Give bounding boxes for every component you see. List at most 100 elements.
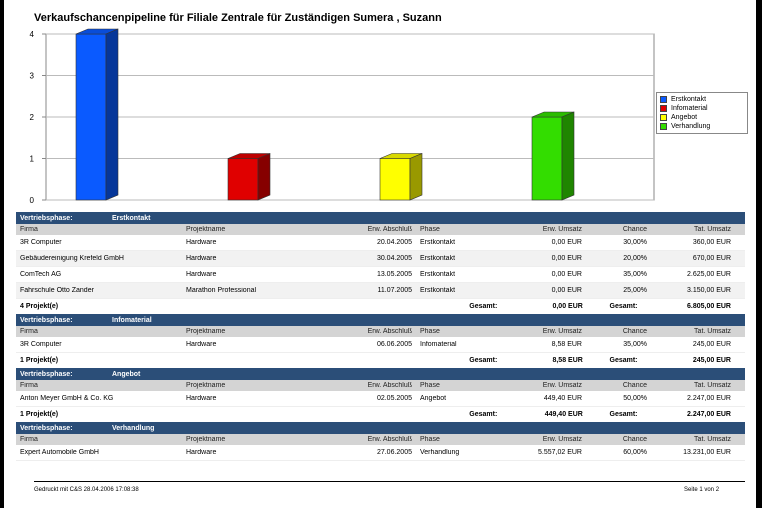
column-header: Tat. Umsatz — [694, 436, 731, 443]
section-phase: Angebot — [112, 370, 141, 378]
table-cell: Hardware — [186, 449, 217, 456]
table-row: Fahrschule Otto Zander Marathon Professio… — [16, 283, 745, 299]
legend-item: Verhandlung — [660, 122, 744, 131]
column-header: Chance — [622, 328, 647, 335]
report-title: Verkaufschancenpipeline für Filiale Zent… — [34, 12, 442, 24]
pipeline-bar-chart: 0 1 2 3 4 — [30, 28, 655, 205]
column-header: Erw. Umsatz — [542, 436, 582, 443]
legend-label: Infomaterial — [671, 105, 708, 112]
column-header: Phase — [420, 226, 440, 233]
chart-y-tick-label: 4 — [30, 30, 35, 39]
report-page: Verkaufschancenpipeline für Filiale Zent… — [4, 0, 756, 508]
table-cell: Hardware — [186, 239, 217, 246]
legend-item: Angebot — [660, 113, 744, 122]
table-cell: Hardware — [186, 271, 217, 278]
column-header: Phase — [420, 436, 440, 443]
table-cell: 2.247,00 EUR — [687, 395, 731, 402]
table-cell: Expert Automobile GmbH — [20, 449, 99, 456]
table-cell: 0,00 EUR — [551, 287, 582, 294]
table-cell: Hardware — [186, 341, 217, 348]
table-cell: 13.05.2005 — [376, 271, 412, 278]
project-count: 4 Projekt(e) — [20, 303, 59, 310]
total-expected-revenue: 8,58 EUR — [552, 357, 583, 364]
table-cell: 0,00 EUR — [551, 255, 582, 262]
table-cell: 30,00% — [623, 239, 647, 246]
column-header: Tat. Umsatz — [694, 328, 731, 335]
table-cell: Erstkontakt — [420, 271, 456, 278]
table-cell: Anton Meyer GmbH & Co. KG — [20, 395, 114, 402]
column-header: Chance — [622, 436, 647, 443]
table-cell: 3R Computer — [20, 341, 62, 348]
table-cell: 5.557,02 EUR — [538, 449, 582, 456]
project-count: 1 Projekt(e) — [20, 357, 59, 364]
table-cell: 8,58 EUR — [551, 341, 582, 348]
column-header: Phase — [420, 382, 440, 389]
column-header: Firma — [20, 328, 38, 335]
total-actual-revenue: 6.805,00 EUR — [687, 303, 731, 310]
legend-label: Angebot — [671, 114, 698, 121]
table-cell: ComTech AG — [20, 271, 62, 278]
section-summary-row: 4 Projekt(e) Gesamt: 0,00 EUR Gesamt: 6.805,… — [16, 299, 745, 314]
column-header-row: Firma Projektname Erw. Abschluß Phase Erw. U… — [16, 224, 745, 235]
column-header: Erw. Abschluß — [367, 226, 412, 233]
total-actual-revenue: 2.247,00 EUR — [687, 411, 731, 418]
table-row: Gebäudereinigung Krefeld GmbH Hardware 30.… — [16, 251, 745, 267]
table-cell: Infomaterial — [420, 341, 457, 348]
table-row: 3R Computer Hardware 06.06.2005 Infomateria… — [16, 337, 745, 353]
table-cell: Hardware — [186, 395, 217, 402]
pipeline-table: Vertriebsphase: Erstkontakt Firma Projektna… — [16, 212, 745, 461]
total-label: Gesamt: — [469, 357, 498, 364]
total-label: Gesamt: — [469, 411, 498, 418]
chart-bar-infomaterial — [227, 158, 259, 201]
table-cell: Fahrschule Otto Zander — [20, 287, 94, 294]
table-cell: 13.231,00 EUR — [683, 449, 731, 456]
column-header: Tat. Umsatz — [694, 382, 731, 389]
table-cell: 60,00% — [623, 449, 647, 456]
chart-y-tick-label: 3 — [30, 72, 35, 81]
column-header: Chance — [622, 382, 647, 389]
table-cell: Erstkontakt — [420, 255, 456, 262]
column-header: Projektname — [186, 436, 226, 443]
table-cell: Verhandlung — [420, 449, 460, 456]
column-header: Erw. Umsatz — [542, 382, 582, 389]
table-cell: 11.07.2005 — [377, 287, 412, 294]
legend-item: Erstkontakt — [660, 95, 744, 104]
table-row: 3R Computer Hardware 20.04.2005 Erstkontakt… — [16, 235, 745, 251]
total-label: Gesamt: — [609, 357, 638, 364]
table-cell: 50,00% — [623, 395, 647, 402]
table-cell: 360,00 EUR — [692, 239, 731, 246]
section-phase: Erstkontakt — [112, 214, 151, 222]
table-cell: 35,00% — [623, 271, 647, 278]
section-header: Vertriebsphase: Angebot — [16, 368, 745, 380]
column-header: Projektname — [186, 226, 226, 233]
table-cell: Hardware — [186, 255, 217, 262]
table-cell: 3.150,00 EUR — [687, 287, 731, 294]
legend-swatch — [660, 96, 667, 103]
section-label: Vertriebsphase: — [20, 214, 73, 222]
chart-bar-erstkontakt — [75, 33, 107, 201]
section-phase: Infomaterial — [112, 316, 152, 324]
section-header: Vertriebsphase: Infomaterial — [16, 314, 745, 326]
column-header: Phase — [420, 328, 440, 335]
table-cell: 20.04.2005 — [376, 239, 412, 246]
column-header: Erw. Abschluß — [367, 328, 412, 335]
chart-y-tick-label: 1 — [30, 155, 35, 164]
table-cell: 06.06.2005 — [376, 341, 412, 348]
section-label: Vertriebsphase: — [20, 316, 73, 324]
table-cell: 3R Computer — [20, 239, 62, 246]
section-header: Vertriebsphase: Erstkontakt — [16, 212, 745, 224]
column-header: Projektname — [186, 328, 226, 335]
chart-bar-verhandlung — [531, 116, 563, 201]
column-header: Erw. Umsatz — [542, 226, 582, 233]
table-cell: 02.05.2005 — [376, 395, 412, 402]
column-header-row: Firma Projektname Erw. Abschluß Phase Erw. U… — [16, 326, 745, 337]
table-cell: Angebot — [420, 395, 447, 402]
column-header: Tat. Umsatz — [694, 226, 731, 233]
table-cell: Erstkontakt — [420, 239, 456, 246]
chart-bar-side — [561, 111, 575, 201]
column-header: Erw. Abschluß — [367, 382, 412, 389]
table-cell: 20,00% — [623, 255, 647, 262]
legend-swatch — [660, 114, 667, 121]
total-label: Gesamt: — [469, 303, 498, 310]
footer-divider — [34, 481, 745, 482]
